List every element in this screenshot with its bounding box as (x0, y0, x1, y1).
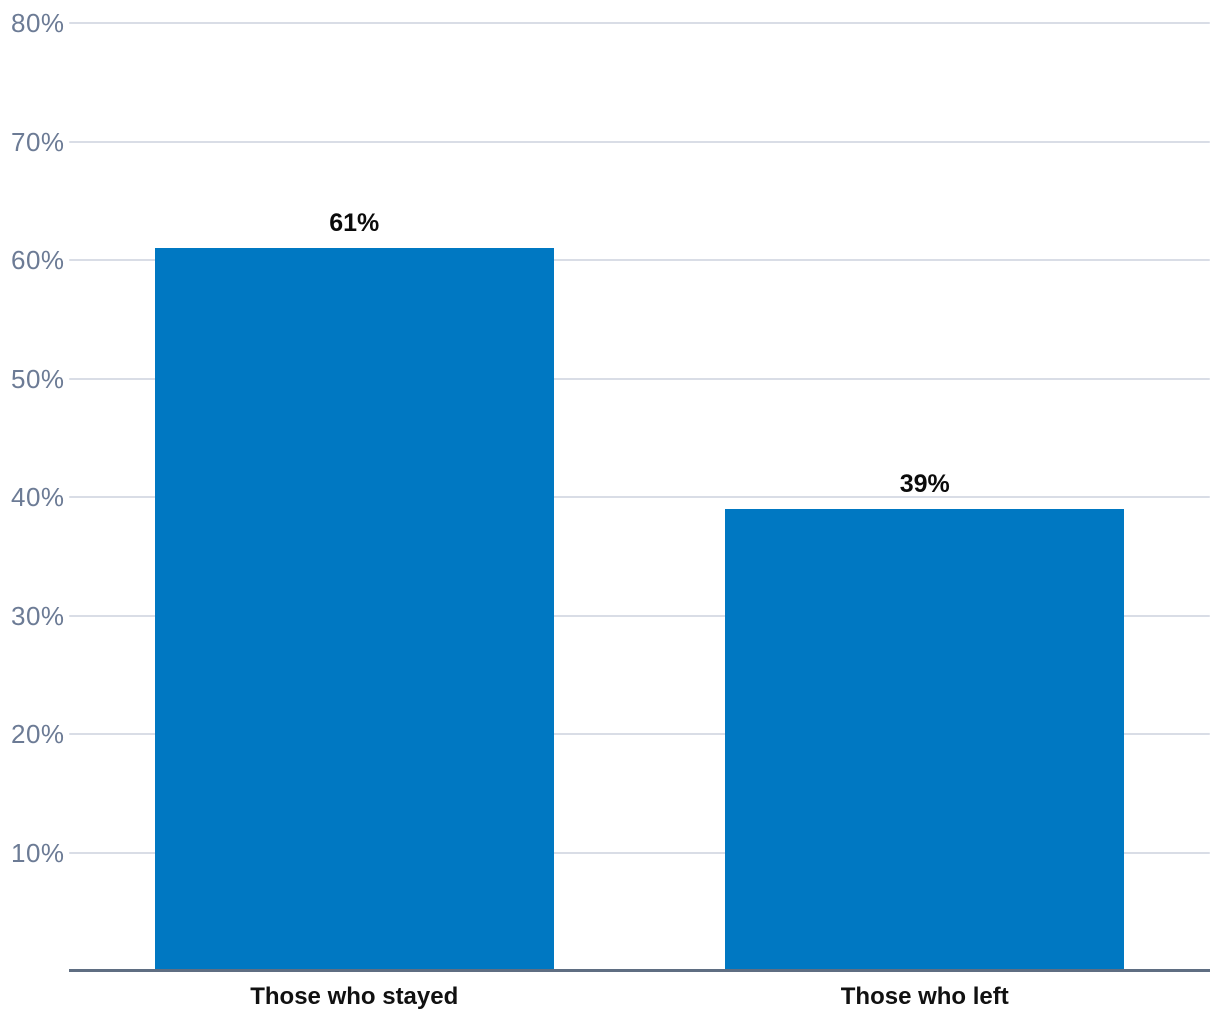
y-axis-tick-label: 60% (11, 245, 65, 275)
x-axis-line (69, 969, 1210, 972)
gridline (69, 496, 1210, 498)
gridline (69, 614, 1210, 617)
bar (154, 248, 554, 971)
gridline (69, 140, 1210, 143)
gridline (69, 259, 1210, 261)
bar (725, 508, 1125, 971)
x-axis-category-label: Those who stayed (250, 983, 459, 1010)
y-axis-tick-label: 20% (11, 719, 65, 749)
gridline (69, 851, 1210, 854)
y-axis-tick-label: 50% (11, 363, 65, 394)
bar-value-label: 39% (899, 469, 950, 498)
gridline (69, 377, 1210, 380)
y-axis-tick-label: 40% (11, 482, 65, 512)
y-axis-tick-label: 30% (11, 600, 65, 631)
bar-value-label: 61% (329, 209, 380, 238)
y-axis-tick-label: 70% (11, 126, 65, 157)
x-axis-category-label: Those who left (840, 983, 1009, 1010)
y-axis-tick-label: 80% (11, 8, 65, 38)
gridline (69, 733, 1210, 735)
gridline (69, 22, 1210, 24)
y-axis-tick-label: 10% (11, 837, 65, 868)
